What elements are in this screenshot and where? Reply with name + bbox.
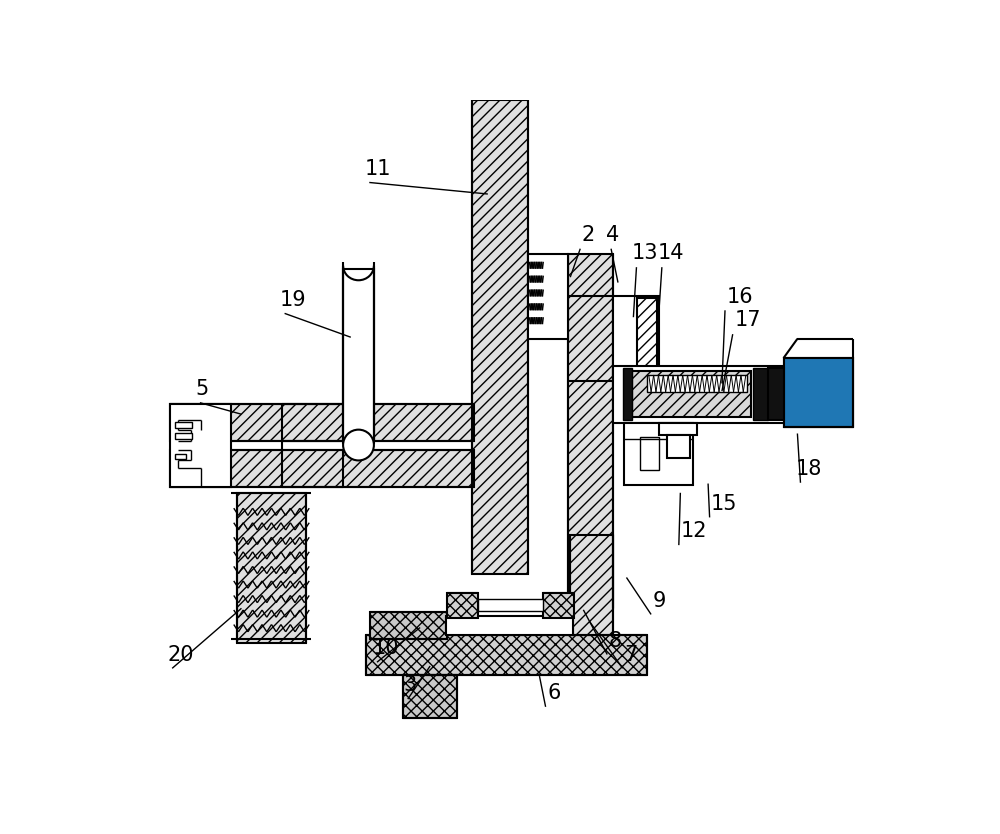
Text: 16: 16 [727, 287, 753, 307]
Text: 7: 7 [624, 645, 637, 665]
Text: 18: 18 [796, 459, 822, 479]
Bar [478, 599, 543, 610]
Bar [784, 358, 853, 427]
Text: 3: 3 [403, 676, 416, 696]
Bar [403, 676, 457, 717]
Bar [366, 636, 647, 676]
Bar [543, 593, 574, 617]
Text: 6: 6 [547, 683, 561, 703]
Bar [529, 255, 566, 337]
Bar [659, 424, 697, 435]
Text: 15: 15 [711, 494, 738, 514]
Bar [613, 296, 659, 381]
Bar [666, 435, 690, 458]
Bar [170, 404, 474, 441]
Bar [624, 424, 693, 485]
Text: 9: 9 [653, 590, 666, 610]
Text: 19: 19 [280, 289, 307, 309]
Bar [768, 368, 784, 420]
Bar [570, 535, 613, 636]
Bar [613, 366, 786, 424]
Text: 2: 2 [582, 225, 595, 245]
Text: 8: 8 [609, 631, 622, 651]
Text: 5: 5 [195, 379, 209, 399]
Text: 11: 11 [365, 158, 391, 178]
Text: 10: 10 [372, 639, 399, 659]
Bar [446, 616, 573, 636]
Bar [784, 358, 853, 427]
Text: 13: 13 [632, 244, 658, 264]
Bar [170, 450, 474, 487]
Bar [614, 298, 636, 379]
Bar [175, 422, 192, 428]
Bar [343, 269, 374, 443]
Bar [637, 298, 657, 379]
Bar [568, 254, 613, 608]
Bar [237, 493, 306, 643]
Bar [175, 433, 192, 439]
Bar [632, 371, 751, 417]
Text: 4: 4 [606, 225, 620, 245]
Text: 20: 20 [168, 645, 194, 665]
Bar [528, 254, 568, 339]
Bar [753, 368, 768, 420]
Bar [446, 617, 573, 634]
Text: 17: 17 [734, 310, 761, 330]
Bar [175, 454, 186, 459]
Bar [170, 404, 231, 487]
Text: 14: 14 [657, 244, 684, 264]
Bar [623, 368, 632, 420]
Text: 12: 12 [680, 521, 707, 541]
Bar [447, 593, 478, 617]
Bar [647, 375, 747, 392]
Circle shape [343, 430, 374, 460]
Bar [640, 437, 659, 470]
Bar [370, 612, 447, 639]
Bar [472, 100, 528, 574]
